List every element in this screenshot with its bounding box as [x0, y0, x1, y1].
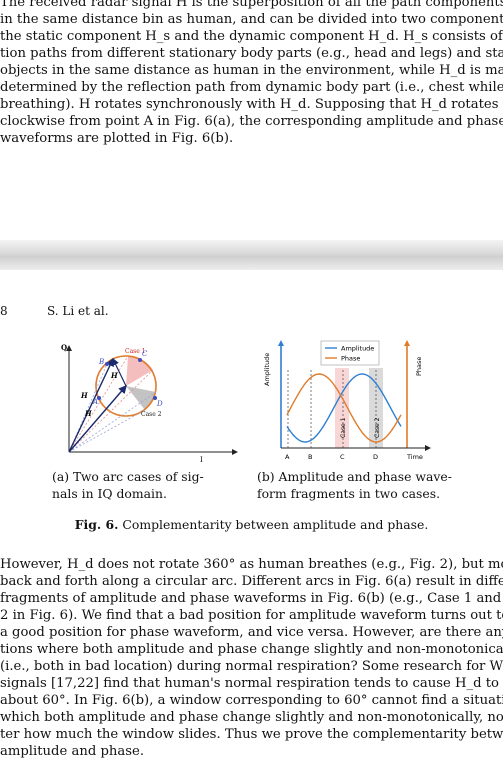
subcaption-a: (a) Two arc cases of sig- nals in IQ dom…: [52, 468, 204, 502]
page-number: 8: [0, 304, 8, 318]
x-tick-c: C: [340, 453, 345, 461]
q-axis-label: Q: [61, 343, 67, 352]
hd-label: H: [110, 371, 118, 380]
h-label: H: [80, 391, 88, 400]
subcaption-b-line1: (b) Amplitude and phase wave-: [257, 469, 452, 484]
hs-vector: [68, 384, 127, 453]
amplitude-curve: [286, 373, 402, 443]
hd-vector: [112, 357, 127, 387]
figure-caption-label: Fig. 6.: [74, 517, 119, 532]
case1-label: Case 1: [125, 348, 146, 355]
point-b-label: B: [98, 358, 104, 366]
subcaption-b-line2: form fragments in two cases.: [257, 486, 441, 501]
previous-page-fragment: The received radar signal H is the super…: [0, 0, 503, 240]
text-line: tions where both amplitude and phase cha…: [0, 642, 503, 657]
bottom-paragraph: However, H_d does not rotate 360° as hum…: [0, 556, 503, 760]
h-vector: [68, 357, 114, 453]
case2-sector: [126, 386, 156, 410]
case2-band-label: Case 2: [374, 417, 381, 438]
y-left-label: Amplitude: [263, 353, 271, 386]
text-line: tion paths from different stationary bod…: [0, 46, 503, 61]
text-line: objects in the same distance as human in…: [0, 63, 503, 78]
text-line: back and forth along a circular arc. Dif…: [0, 574, 503, 589]
point-d-label: D: [156, 400, 163, 408]
subcaption-a-line2: nals in IQ domain.: [52, 486, 167, 501]
figure-caption-text: Complementarity between amplitude and ph…: [118, 517, 429, 532]
subcaption-a-line1: (a) Two arc cases of sig-: [52, 469, 204, 484]
x-tick-b: B: [308, 453, 312, 461]
x-tick-a: A: [285, 453, 290, 461]
i-axis-label: I: [200, 456, 203, 464]
text-line: in the same distance bin as human, and c…: [0, 12, 503, 27]
text-line: a good position for phase waveform, and …: [0, 625, 503, 640]
x-axis-label: Time: [406, 453, 423, 461]
iq-circle: [95, 355, 157, 417]
case2-label: Case 2: [141, 411, 162, 418]
text-line: The received radar signal H is the super…: [0, 0, 503, 10]
text-line: breathing). H rotates synchronously with…: [0, 97, 503, 112]
text-line: amplitude and phase.: [0, 744, 145, 759]
text-line: (i.e., both in bad location) during norm…: [0, 659, 503, 674]
figure-caption: Fig. 6. Complementarity between amplitud…: [0, 517, 503, 532]
text-line: ter how much the window slides. Thus we …: [0, 727, 503, 742]
y-right-label: Phase: [415, 357, 423, 376]
legend-phase: Phase: [341, 355, 360, 363]
point-c-label: C: [142, 350, 148, 358]
text-line: waveforms are plotted in Fig. 6(b).: [0, 131, 234, 146]
text-line: clockwise from point A in Fig. 6(a), the…: [0, 114, 503, 129]
legend-amplitude: Amplitude: [341, 345, 374, 353]
point-a-label: A: [92, 398, 98, 406]
hs-label: H: [84, 409, 92, 418]
text-line: determined by the reflection path from d…: [0, 80, 503, 95]
page-separator: [0, 240, 503, 270]
top-paragraph: The received radar signal H is the super…: [0, 0, 503, 147]
phase-curve: [286, 373, 402, 443]
x-tick-d: D: [373, 453, 378, 461]
subcaption-b: (b) Amplitude and phase wave- form fragm…: [257, 468, 452, 502]
case1-band-label: Case 1: [340, 417, 347, 438]
text-line: which both amplitude and phase change sl…: [0, 710, 503, 725]
figure-panel-a: Q I Case 1 Case 2 B C A D H H H: [61, 343, 238, 464]
text-line: fragments of amplitude and phase wavefor…: [0, 591, 503, 606]
text-line: 2 in Fig. 6). We find that a bad positio…: [0, 608, 503, 623]
text-line: the static component H_s and the dynamic…: [0, 29, 503, 44]
text-line: about 60°. In Fig. 6(b), a window corres…: [0, 693, 503, 708]
running-header-authors: S. Li et al.: [47, 304, 109, 318]
figure-panel-b: Amplitude Phase Amplitude Phase Time A B…: [263, 340, 431, 461]
text-line: However, H_d does not rotate 360° as hum…: [0, 557, 503, 572]
text-line: signals [17,22] find that human's normal…: [0, 676, 503, 691]
